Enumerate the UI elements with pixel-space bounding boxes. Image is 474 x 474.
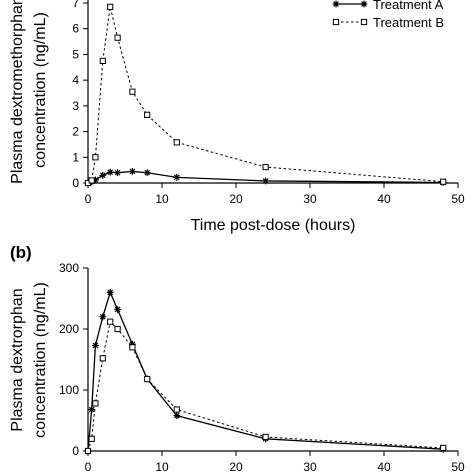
data-point-b-treatment-b — [92, 400, 99, 407]
y-tick-label-a: 5 — [72, 47, 79, 61]
legend-marker-treatment-b — [332, 18, 340, 26]
data-point-a-treatment-a — [173, 173, 181, 181]
y-axis-label-b: Plasma dextrorphan — [9, 288, 26, 431]
x-tick-label-a: 20 — [229, 192, 243, 206]
data-point-b-treatment-b — [107, 318, 114, 325]
x-axis-label-a: Time post-dose (hours) — [191, 217, 356, 234]
data-point-b-treatment-b — [84, 447, 92, 455]
data-point-b-treatment-a — [114, 306, 121, 313]
x-tick-label-b: 30 — [303, 460, 317, 474]
legend-label-treatment-b: Treatment B — [373, 15, 444, 30]
y-tick-label-b: 200 — [59, 322, 79, 336]
y-tick-label-a: 2 — [72, 125, 79, 139]
data-point-b-treatment-a — [88, 406, 96, 413]
series-line-b-treatment-a — [87, 290, 444, 452]
y-axis-label-a: Plasma dextromethorphan — [9, 0, 26, 184]
series-line-b-treatment-b — [87, 320, 444, 452]
data-point-a-treatment-a — [92, 176, 99, 184]
data-point-a-treatment-a — [143, 169, 151, 177]
y-tick-label-b: 300 — [59, 261, 79, 275]
legend: Treatment A Treatment B — [332, 0, 444, 30]
data-point-b-treatment-a — [92, 342, 99, 349]
data-point-b-treatment-a — [99, 313, 107, 321]
panel-b-label: (b) — [10, 243, 32, 262]
data-point-a-treatment-a — [114, 169, 121, 177]
legend-marker-treatment-b — [360, 18, 368, 26]
y-tick-label-b: 0 — [72, 444, 79, 458]
data-point-a-treatment-b — [92, 154, 99, 161]
legend-marker-treatment-a — [332, 0, 340, 8]
data-point-a-treatment-b — [129, 88, 136, 95]
y-tick-label-a: 3 — [72, 99, 79, 113]
data-point-a-treatment-b — [88, 177, 95, 184]
data-point-b-treatment-b — [144, 375, 151, 383]
data-point-b-treatment-b — [262, 433, 269, 441]
y-axis-label-a: concentration (ng/mL) — [32, 12, 49, 168]
y-tick-label-a: 0 — [72, 176, 79, 190]
y-tick-label-a: 1 — [72, 150, 79, 164]
x-tick-label-b: 40 — [377, 460, 391, 474]
y-tick-label-b: 100 — [59, 383, 79, 397]
data-point-a-treatment-b — [173, 139, 180, 146]
data-point-b-treatment-b — [88, 435, 95, 442]
legend-marker-treatment-a — [360, 0, 368, 8]
data-point-b-treatment-b — [129, 344, 136, 351]
y-tick-label-a: 6 — [72, 22, 79, 36]
x-tick-label-b: 10 — [155, 460, 169, 474]
panel-a-dextromethorphan-chart: 0 10 20 30 40 50 0 1 2 3 4 5 6 7 Time post-dose (hours… — [9, 0, 465, 234]
legend-label-treatment-a: Treatment A — [373, 0, 444, 12]
y-tick-label-a: 4 — [72, 73, 79, 87]
data-point-b-treatment-b — [114, 325, 121, 333]
x-tick-label-a: 10 — [155, 192, 169, 206]
data-point-b-treatment-b — [173, 406, 180, 413]
data-point-b-treatment-a — [106, 289, 114, 296]
data-point-a-treatment-b — [114, 34, 121, 41]
x-tick-label-a: 40 — [377, 192, 391, 206]
x-tick-label-b: 0 — [85, 460, 92, 474]
data-point-a-treatment-a — [262, 177, 269, 185]
data-point-a-treatment-b — [262, 163, 269, 171]
series-line-a-treatment-b — [87, 6, 444, 184]
x-tick-label-a: 50 — [451, 192, 465, 206]
panel-b-dextrorphan-chart: (b) 0 10 20 30 40 50 0 100 200 300 Plasma dextrorp… — [9, 243, 465, 474]
data-point-b-treatment-b — [440, 444, 447, 452]
data-point-a-treatment-a — [106, 168, 114, 176]
data-point-b-treatment-b — [99, 355, 106, 362]
x-tick-label-a: 0 — [85, 192, 92, 206]
data-point-a-treatment-a — [129, 168, 136, 175]
data-point-a-treatment-a — [99, 171, 107, 179]
x-tick-label-b: 20 — [229, 460, 243, 474]
data-point-a-treatment-b — [107, 3, 114, 10]
x-tick-label-b: 50 — [451, 460, 465, 474]
data-point-a-treatment-b — [99, 57, 106, 64]
data-point-a-treatment-b — [440, 178, 447, 185]
x-tick-label-a: 30 — [303, 192, 317, 206]
data-point-a-treatment-b — [144, 111, 151, 118]
data-point-b-treatment-a — [173, 412, 181, 420]
y-tick-label-a: 7 — [72, 0, 79, 10]
y-axis-label-b: concentration (ng/mL) — [32, 282, 49, 438]
